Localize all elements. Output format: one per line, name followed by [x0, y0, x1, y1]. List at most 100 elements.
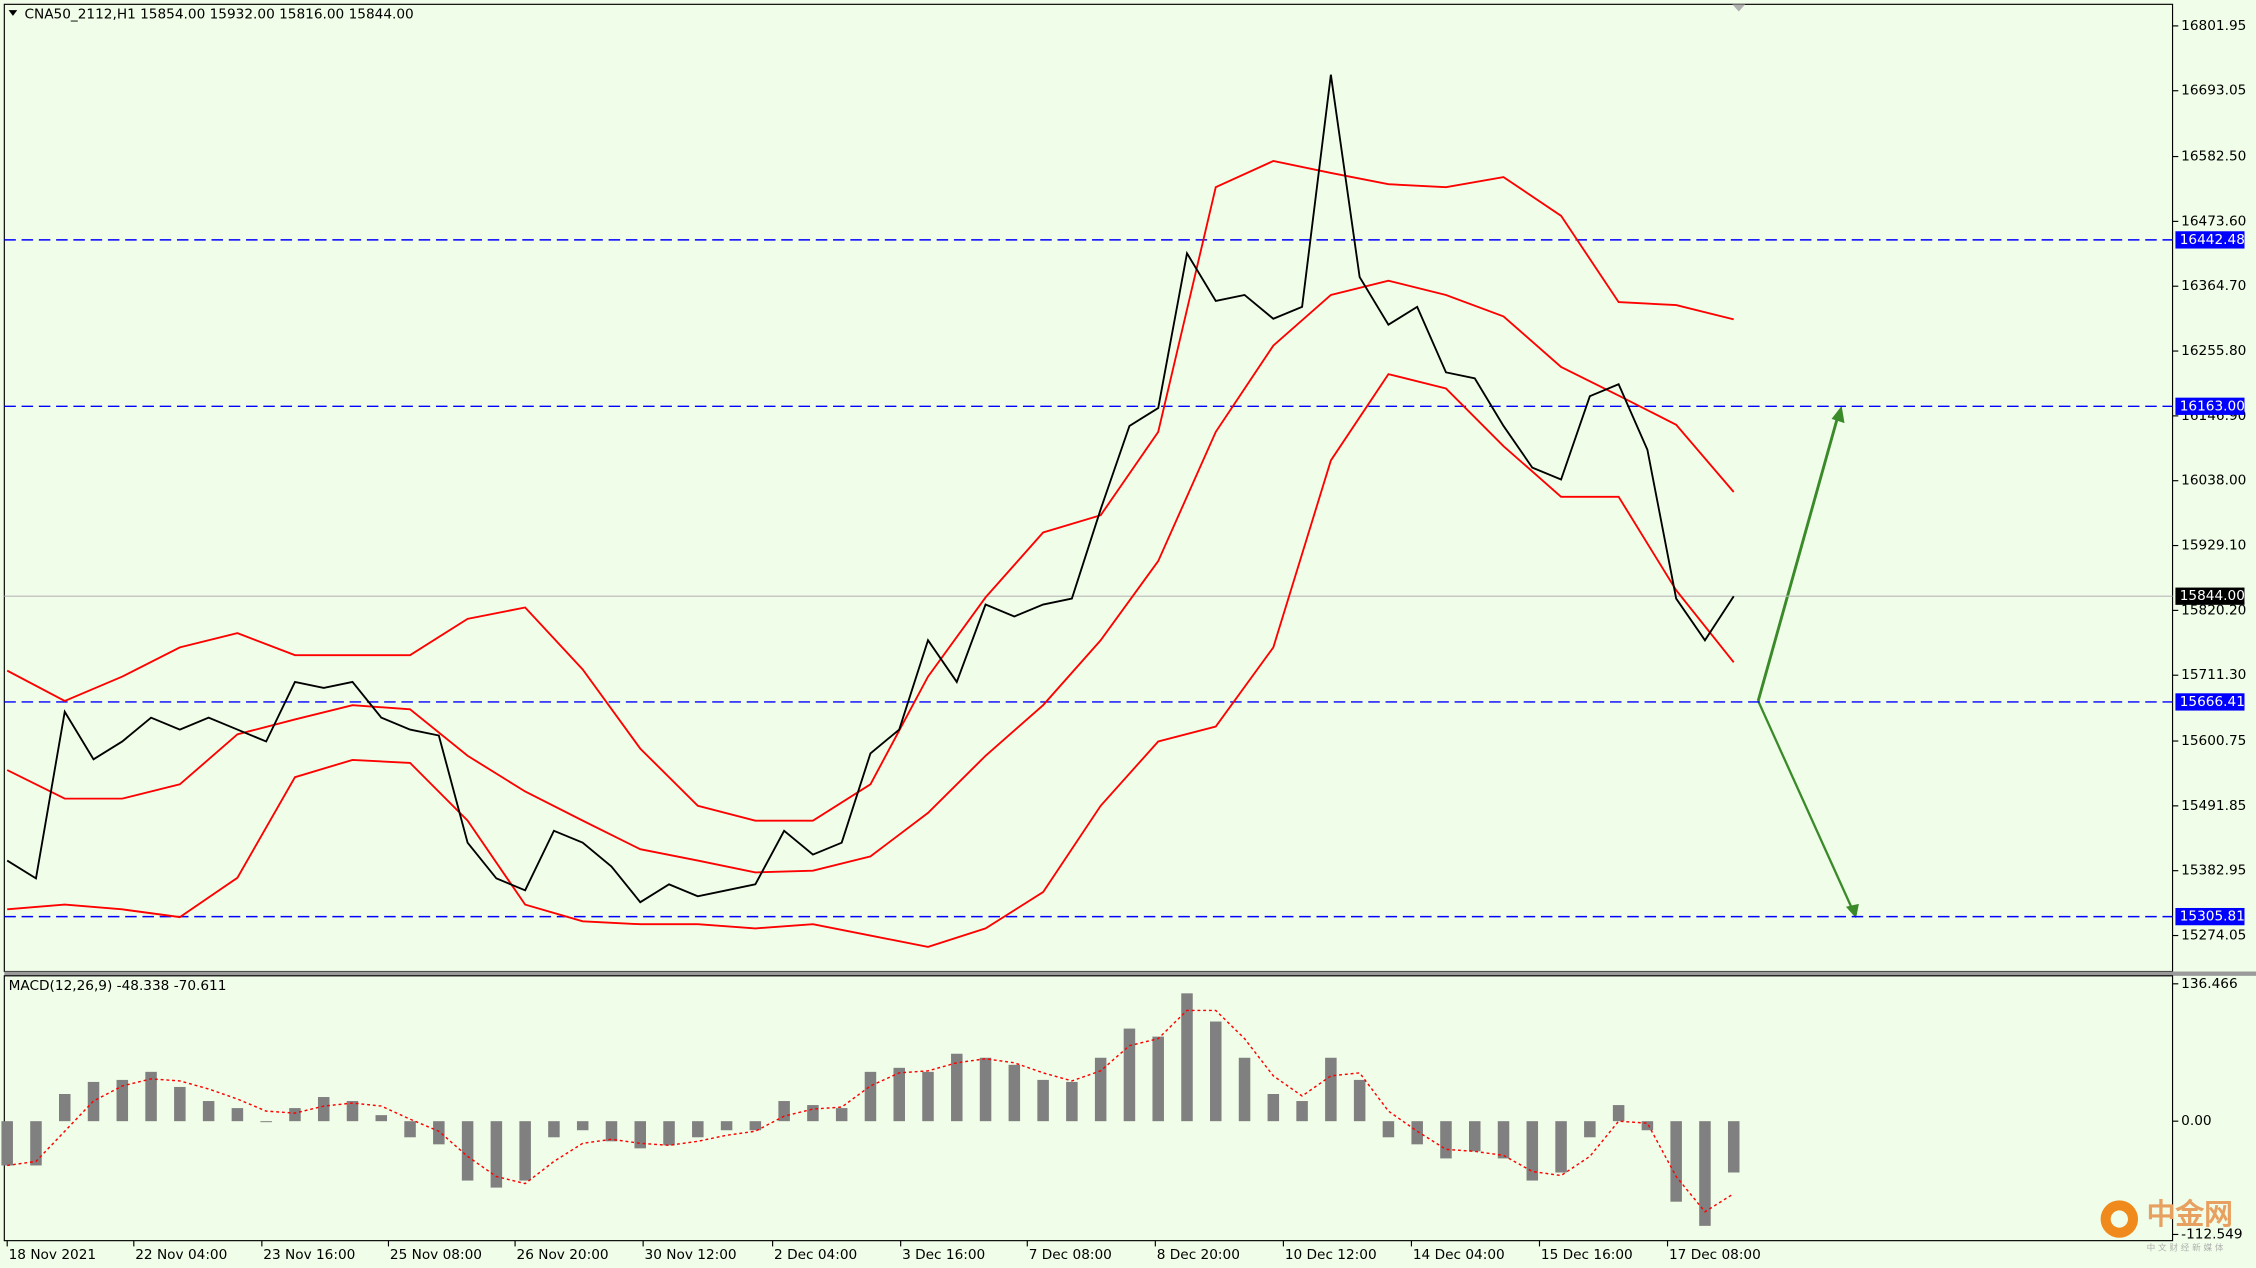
- level-label: 16163.00: [2180, 398, 2245, 414]
- macd-y-tick-label: -112.549: [2181, 1226, 2242, 1242]
- y-tick-label: 16364.70: [2181, 278, 2246, 294]
- macd-bar: [1238, 1057, 1251, 1122]
- x-tick-label: 2 Dec 04:00: [774, 1247, 857, 1263]
- watermark-subtext: 中 文 财 经 新 媒 体: [2147, 1241, 2224, 1253]
- x-tick-label: 18 Nov 2021: [9, 1247, 96, 1263]
- macd-bar: [1468, 1121, 1481, 1152]
- macd-bar: [663, 1121, 675, 1146]
- macd-bar: [1181, 993, 1193, 1122]
- forecast-arrows: [1756, 405, 1859, 919]
- macd-bar: [519, 1121, 531, 1181]
- macd-bar: [864, 1071, 877, 1122]
- macd-bar: [1037, 1079, 1049, 1122]
- x-tick-label: 30 Nov 12:00: [645, 1247, 737, 1263]
- macd-y-tick-label: 0.00: [2181, 1113, 2211, 1129]
- macd-bar: [317, 1097, 330, 1122]
- macd-bar: [490, 1121, 503, 1188]
- y-tick-label: 15382.95: [2181, 863, 2246, 879]
- macd-bar: [778, 1101, 790, 1122]
- macd-bar: [1727, 1121, 1740, 1173]
- y-tick-label: 15820.20: [2181, 602, 2246, 618]
- x-tick-label: 7 Dec 08:00: [1029, 1247, 1112, 1263]
- macd-bar: [1555, 1121, 1567, 1173]
- y-tick-label: 16693.05: [2181, 83, 2246, 99]
- level-label: 15305.81: [2180, 909, 2245, 925]
- macd-bar: [1123, 1028, 1136, 1122]
- macd-bar: [231, 1108, 244, 1122]
- level-label-box: [2175, 693, 2245, 711]
- macd-bar: [1, 1121, 13, 1166]
- bollinger-band: [6, 160, 1734, 822]
- x-tick-label: 25 Nov 08:00: [390, 1247, 482, 1263]
- macd-bar: [979, 1057, 992, 1122]
- macd-bar: [1641, 1121, 1654, 1131]
- watermark-logo: [2110, 1210, 2128, 1228]
- arrow-up: [1756, 412, 1841, 702]
- level-label: 15666.41: [2180, 694, 2245, 710]
- x-tick-label: 17 Dec 08:00: [1669, 1247, 1761, 1263]
- x-tick-label: 23 Nov 16:00: [263, 1247, 355, 1263]
- macd-bar: [807, 1105, 819, 1122]
- shift-marker: [1732, 4, 1746, 12]
- macd-bar: [289, 1108, 301, 1122]
- y-tick-label: 15274.05: [2181, 928, 2246, 944]
- y-tick-label: 15929.10: [2181, 538, 2246, 554]
- y-tick-label: 15711.30: [2181, 667, 2246, 683]
- x-tick-label: 15 Dec 16:00: [1541, 1247, 1633, 1263]
- macd-signal-line: [7, 1009, 1735, 1213]
- x-tick-label: 8 Dec 20:00: [1157, 1247, 1240, 1263]
- macd-bar: [605, 1121, 618, 1142]
- macd-bar: [404, 1121, 416, 1138]
- level-label-box: [2175, 907, 2245, 926]
- panel-separator: [4, 971, 2256, 976]
- macd-bar: [1094, 1057, 1107, 1122]
- bollinger-band: [6, 279, 1735, 874]
- level-label-box: [2175, 397, 2245, 415]
- macd-bar: [922, 1071, 934, 1122]
- macd-bar: [375, 1115, 388, 1122]
- macd-bar: [835, 1108, 848, 1122]
- macd-bar: [346, 1101, 359, 1122]
- menu-triangle[interactable]: [8, 10, 18, 16]
- arrow-down: [1757, 700, 1855, 912]
- macd-bar: [116, 1079, 129, 1122]
- watermark: 中金网 中 文 财 经 新 媒 体: [2100, 1197, 2233, 1253]
- macd-bar: [1497, 1121, 1510, 1159]
- macd-bar: [1411, 1121, 1423, 1145]
- macd-bar: [1382, 1121, 1395, 1138]
- y-tick-label: 15491.85: [2181, 798, 2246, 814]
- macd-bar: [1584, 1121, 1596, 1138]
- level-label: 16442.48: [2180, 232, 2245, 248]
- macd-bar: [692, 1121, 704, 1138]
- macd-bar: [1296, 1101, 1308, 1122]
- macd-bar: [202, 1101, 215, 1122]
- current-price-box: [2175, 587, 2245, 605]
- y-tick-label: 16038.00: [2181, 473, 2246, 489]
- macd-bar: [145, 1071, 157, 1122]
- x-tick-label: 14 Dec 04:00: [1413, 1247, 1505, 1263]
- arrow-head: [1831, 405, 1845, 424]
- macd-bar: [1008, 1064, 1021, 1122]
- macd-bar: [720, 1121, 733, 1131]
- y-tick-label: 16473.60: [2181, 213, 2246, 229]
- current-price-label: 15844.00: [2180, 588, 2245, 604]
- macd-bar: [433, 1121, 445, 1145]
- price-line: [6, 74, 1735, 904]
- macd-bar: [749, 1121, 762, 1131]
- macd-bar: [576, 1121, 589, 1131]
- bollinger-band: [7, 373, 1735, 948]
- macd-y-tick-label: 136.466: [2181, 976, 2237, 992]
- macd-bar: [461, 1121, 474, 1181]
- level-label-box: [2175, 231, 2245, 249]
- macd-bar: [1612, 1105, 1625, 1122]
- y-tick-label: 16255.80: [2181, 343, 2246, 359]
- macd-bar: [260, 1121, 272, 1123]
- macd-bar: [1325, 1057, 1337, 1122]
- x-tick-label: 26 Nov 20:00: [517, 1247, 609, 1263]
- macd-bar: [1267, 1093, 1280, 1122]
- macd-bar: [1526, 1121, 1539, 1181]
- y-tick-label: 15600.75: [2181, 733, 2246, 749]
- macd-frame: [3, 975, 2174, 1242]
- x-tick-label: 22 Nov 04:00: [135, 1247, 227, 1263]
